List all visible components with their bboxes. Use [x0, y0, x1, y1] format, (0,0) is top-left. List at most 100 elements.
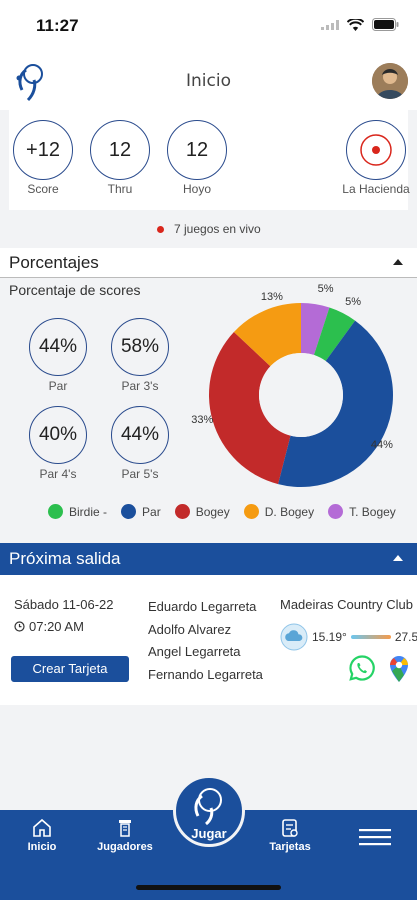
stat-par4: 40% — [29, 406, 87, 464]
legend-birdie: Birdie - — [48, 504, 107, 519]
donut-slice-birdie — [313, 307, 356, 362]
players-icon — [119, 820, 131, 837]
porcentajes-header[interactable]: Porcentajes — [0, 248, 417, 278]
nav-tarjetas[interactable]: Tarjetas — [255, 818, 325, 853]
clock-icon — [14, 621, 25, 632]
proxima-salida-title: Próxima salida — [9, 549, 121, 568]
avatar-photo — [372, 63, 408, 99]
page-title: Inicio — [186, 71, 231, 91]
legend-dbogey: D. Bogey — [243, 504, 315, 519]
stat-par3: 58% — [111, 318, 169, 376]
home-icon — [33, 818, 51, 837]
menu-icon — [359, 829, 391, 846]
donut-slice-t-bogey — [301, 303, 330, 356]
legend-bogey-swatch — [174, 504, 190, 519]
donut-slice-label: 44% — [370, 439, 393, 452]
nav-jugar-label: Jugar — [191, 826, 227, 841]
stat-par4-value: 40% — [38, 424, 78, 445]
hoyo-label: Hoyo — [182, 182, 211, 196]
stat-par5-label: Par 5's — [121, 467, 159, 481]
collapse-caret-icon[interactable] — [393, 259, 403, 265]
course-circle[interactable] — [346, 120, 406, 180]
legend-bogey-label: Bogey — [195, 504, 230, 519]
collapse-caret-icon[interactable] — [393, 555, 403, 561]
legend-birdie-swatch — [48, 504, 63, 519]
nav-menu[interactable] — [340, 828, 410, 849]
legend-par: Par — [121, 504, 161, 519]
nav-inicio[interactable]: Inicio — [7, 818, 77, 853]
thru-value: 12 — [108, 138, 132, 161]
battery-icon — [372, 18, 399, 31]
nav-jugadores-label: Jugadores — [97, 841, 153, 853]
chart-legend: Birdie - Par Bogey D. Bogey T. Bogey — [48, 504, 402, 519]
crear-tarjeta-button[interactable]: Crear Tarjeta — [11, 656, 129, 682]
legend-bogey: Bogey — [174, 504, 230, 519]
player-name: Angel Legarreta — [148, 644, 241, 659]
golf-logo-icon — [194, 788, 222, 826]
home-indicator — [136, 885, 281, 890]
live-games[interactable]: 7 juegos en vivo — [157, 222, 261, 236]
hoyo-circle[interactable]: 12 — [167, 120, 227, 180]
temp-max: 27.57° — [394, 630, 417, 644]
tee-date: Sábado 11-06-22 — [14, 597, 114, 612]
legend-tbogey-label: T. Bogey — [349, 504, 396, 519]
cloud-weather-icon — [280, 623, 308, 651]
legend-tbogey: T. Bogey — [328, 504, 396, 519]
stat-par3-label: Par 3's — [121, 379, 159, 393]
porcentajes-subtitle: Porcentaje de scores — [9, 282, 141, 298]
status-time: 11:27 — [36, 16, 79, 35]
google-maps-icon[interactable] — [388, 655, 410, 683]
temp-min: 15.19° — [312, 630, 347, 644]
tee-time-value: 07:20 AM — [29, 619, 84, 634]
donut-slice-label: 5% — [345, 295, 362, 308]
course-label: La Hacienda — [342, 182, 410, 196]
stat-par-label: Par — [48, 379, 68, 393]
share-apps — [349, 655, 410, 683]
status-icons — [321, 18, 399, 31]
legend-dbogey-swatch — [243, 504, 259, 519]
club-name: Madeiras Country Club — [280, 597, 413, 612]
stat-par-value: 44% — [38, 336, 78, 357]
donut-slice-par — [278, 320, 393, 487]
legend-par-label: Par — [142, 504, 161, 519]
thru-label: Thru — [107, 182, 133, 196]
stat-par3-value: 58% — [120, 336, 160, 357]
legend-par-swatch — [121, 504, 137, 519]
wifi-icon — [347, 18, 364, 31]
scores-donut-chart — [208, 303, 393, 487]
donut-slice-label: 5% — [317, 283, 334, 296]
golf-logo-icon[interactable] — [12, 60, 48, 102]
temp-range-bar — [350, 635, 391, 639]
donut-slice-label: 33% — [191, 413, 214, 426]
stat-par5-value: 44% — [120, 424, 160, 445]
live-games-text: 7 juegos en vivo — [174, 222, 261, 236]
donut-slice-label: 13% — [260, 290, 283, 303]
score-value: +12 — [26, 138, 60, 161]
app-header: Inicio — [0, 54, 417, 110]
nav-jugadores[interactable]: Jugadores — [90, 818, 160, 853]
signal-icon — [321, 19, 339, 30]
tee-time: 07:20 AM — [14, 619, 84, 634]
scorecard-icon — [282, 819, 298, 837]
avatar[interactable] — [372, 63, 408, 99]
target-icon — [360, 134, 392, 166]
weather: 15.19° 27.57° — [280, 623, 417, 651]
jugar-button[interactable] — [173, 775, 245, 847]
donut-hole — [259, 353, 343, 437]
proxima-salida-header[interactable]: Próxima salida — [0, 543, 417, 575]
donut-slice-d-bogey — [233, 303, 301, 367]
player-name: Eduardo Legarreta — [148, 599, 257, 614]
proxima-salida-panel: Sábado 11-06-22 07:20 AM Crear Tarjeta E… — [0, 575, 417, 705]
score-summary: +12 Score 12 Thru 12 Hoyo La Hacienda — [9, 110, 410, 210]
donut-slice-bogey — [208, 332, 291, 485]
score-circle[interactable]: +12 — [13, 120, 73, 180]
status-bar: 11:27 — [0, 0, 417, 54]
nav-tarjetas-label: Tarjetas — [269, 841, 311, 853]
live-dot-icon — [157, 225, 164, 233]
porcentajes-title: Porcentajes — [9, 253, 99, 272]
legend-dbogey-label: D. Bogey — [264, 504, 315, 519]
score-label: Score — [27, 182, 59, 196]
whatsapp-icon[interactable] — [349, 655, 375, 681]
stat-par: 44% — [29, 318, 87, 376]
thru-circle[interactable]: 12 — [90, 120, 150, 180]
